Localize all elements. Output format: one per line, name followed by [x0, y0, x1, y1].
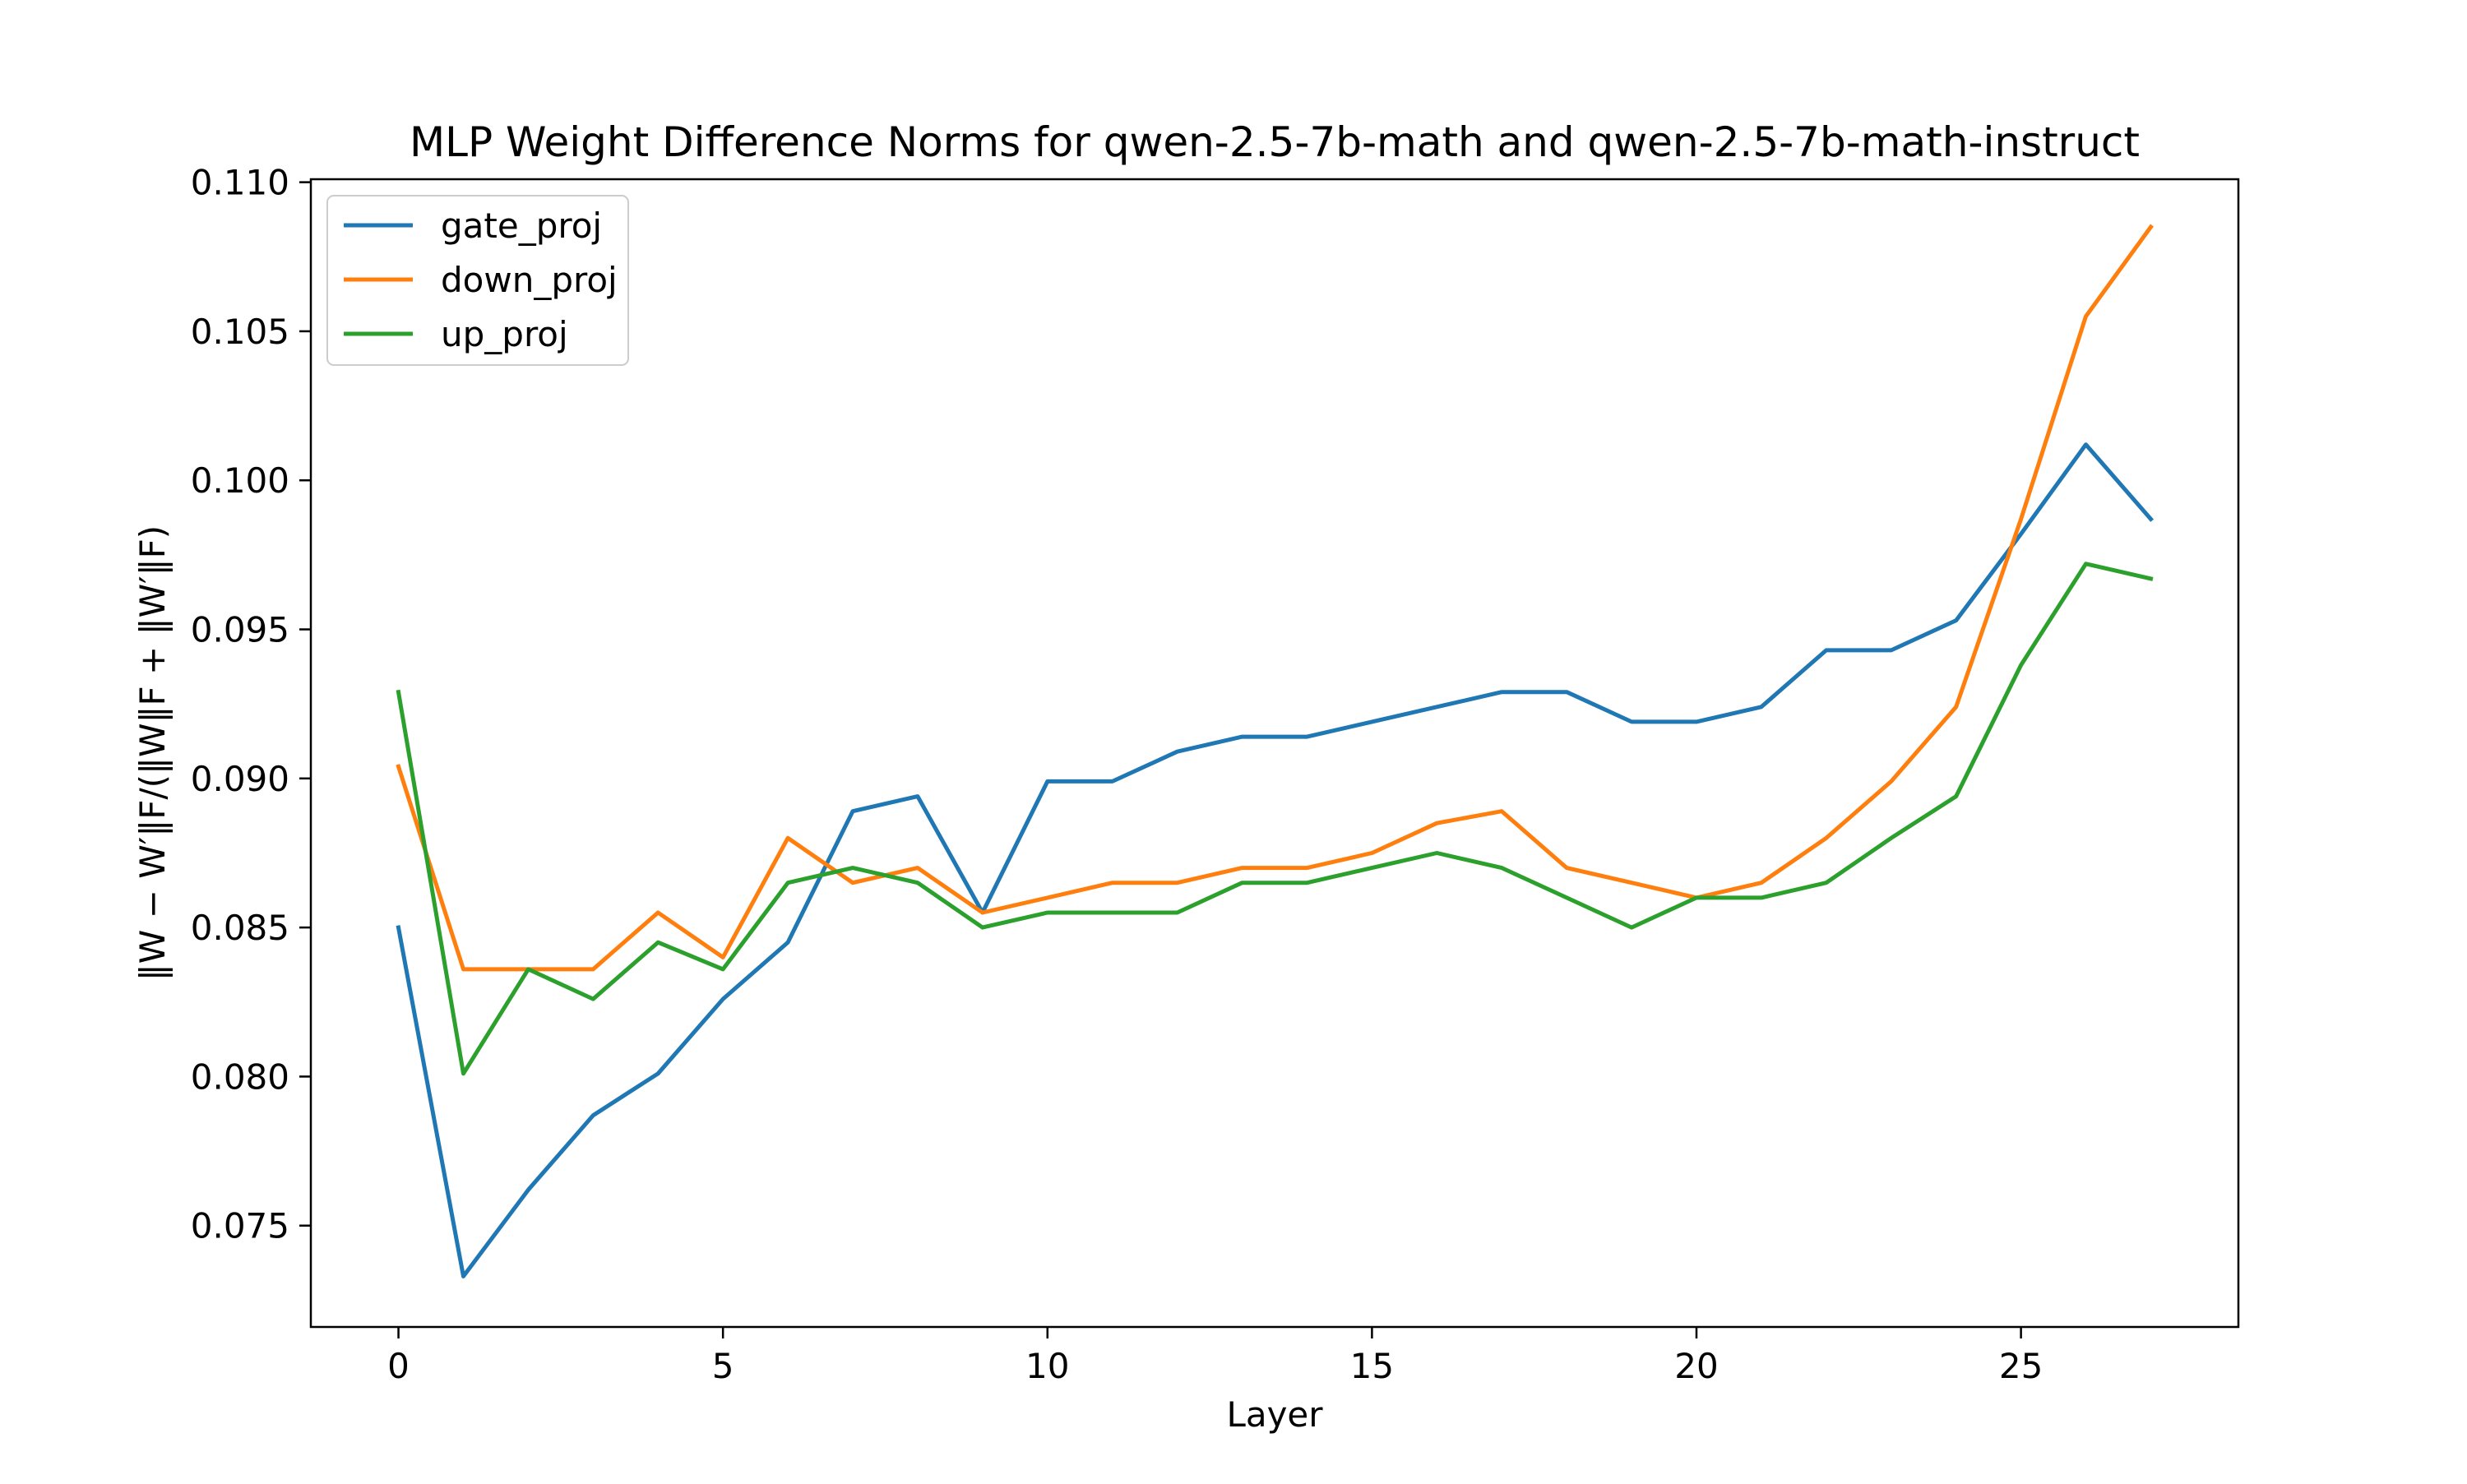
y-tick-label: 0.095 — [191, 610, 289, 650]
y-tick-label: 0.110 — [191, 163, 289, 203]
legend-box — [326, 195, 629, 366]
series-line-up-proj — [396, 562, 2154, 1076]
y-tick-label: 0.075 — [191, 1206, 289, 1246]
y-tick-label: 0.085 — [191, 908, 289, 948]
series-line-gate-proj — [396, 442, 2155, 1278]
y-tick-label: 0.080 — [191, 1056, 289, 1097]
legend: gate_proj down_proj up_proj — [326, 195, 629, 366]
y-axis-label: ‖W − W′‖F/(‖W‖F + ‖W′‖F) — [132, 525, 173, 981]
x-axis-label: Layer — [1226, 1394, 1323, 1435]
y-tick-label: 0.105 — [191, 312, 289, 352]
series-line-down-proj — [396, 224, 2154, 972]
y-tick-label: 0.100 — [191, 460, 289, 501]
x-tick-label: 5 — [712, 1346, 734, 1386]
x-axis: 0 5 10 15 20 25 — [387, 1327, 2043, 1386]
x-tick-label: 15 — [1350, 1346, 1394, 1386]
x-tick-label: 20 — [1674, 1346, 1718, 1386]
x-tick-label: 25 — [1999, 1346, 2043, 1386]
legend-label: down_proj — [441, 260, 618, 300]
x-tick-label: 10 — [1025, 1346, 1069, 1386]
legend-label: up_proj — [441, 314, 568, 354]
y-axis: 0.075 0.080 0.085 0.090 0.095 0.100 0.105 0.110 — [191, 163, 311, 1246]
x-tick-label: 0 — [387, 1346, 410, 1386]
series-layer — [396, 224, 2155, 1278]
chart-title: MLP Weight Difference Norms for qwen-2.5… — [410, 118, 2140, 166]
legend-label: gate_proj — [441, 206, 602, 246]
y-tick-label: 0.090 — [191, 759, 289, 799]
plot-frame — [309, 178, 2240, 1329]
